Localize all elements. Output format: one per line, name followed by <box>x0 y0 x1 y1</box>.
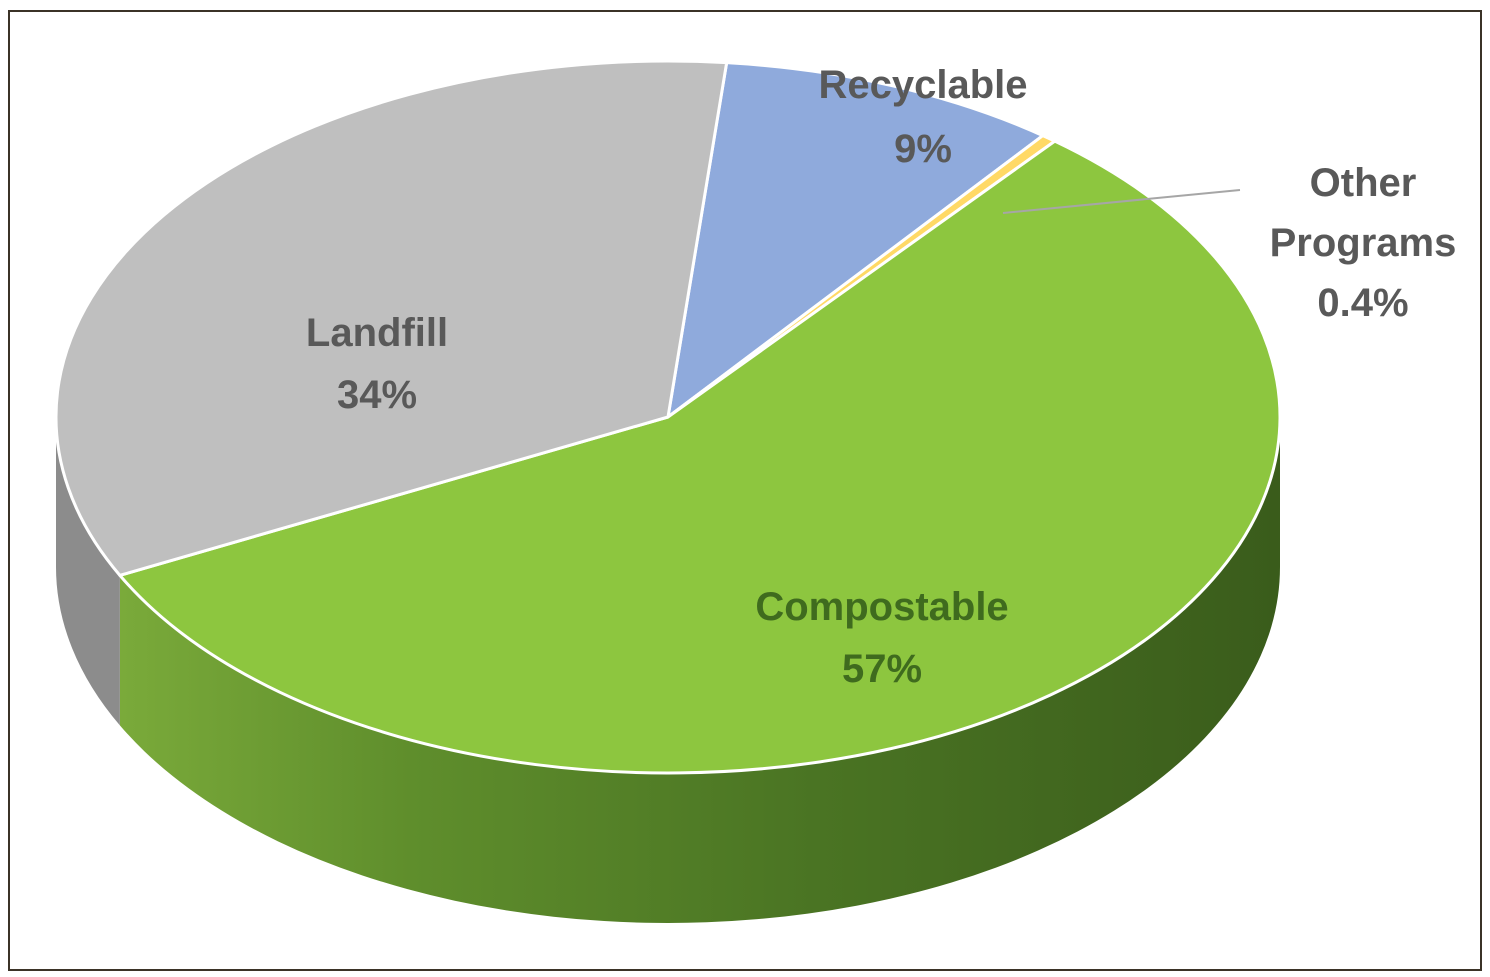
pie-side-compostable <box>119 417 1281 924</box>
slice-label-other-programs-line1: Other <box>1310 161 1417 205</box>
slice-label-compostable: Compostable 57% <box>755 585 1008 691</box>
pie-slice-recyclable <box>666 61 1045 419</box>
slice-label-landfill-name: Landfill <box>306 311 448 355</box>
slice-label-recyclable-name: Recyclable <box>818 63 1027 107</box>
slice-label-landfill-value: 34% <box>337 373 417 417</box>
slice-label-landfill: Landfill 34% <box>306 311 448 417</box>
slice-label-other-programs-value: 0.4% <box>1317 281 1408 325</box>
slice-label-other-programs-line2: Programs <box>1270 221 1457 265</box>
slice-label-other-programs: Other Programs 0.4% <box>1270 161 1457 325</box>
pie-slice-landfill <box>54 59 729 577</box>
pie-side-landfill <box>56 417 120 726</box>
slice-label-compostable-value: 57% <box>842 647 922 691</box>
pie-slices <box>54 59 1282 775</box>
slice-label-recyclable: Recyclable 9% <box>818 63 1027 171</box>
leader-line-other-programs <box>1002 189 1241 214</box>
slice-label-compostable-name: Compostable <box>755 585 1008 629</box>
pie-slice-compostable <box>118 139 1282 775</box>
slice-label-recyclable-value: 9% <box>894 127 952 171</box>
pie-sides <box>56 417 1281 924</box>
